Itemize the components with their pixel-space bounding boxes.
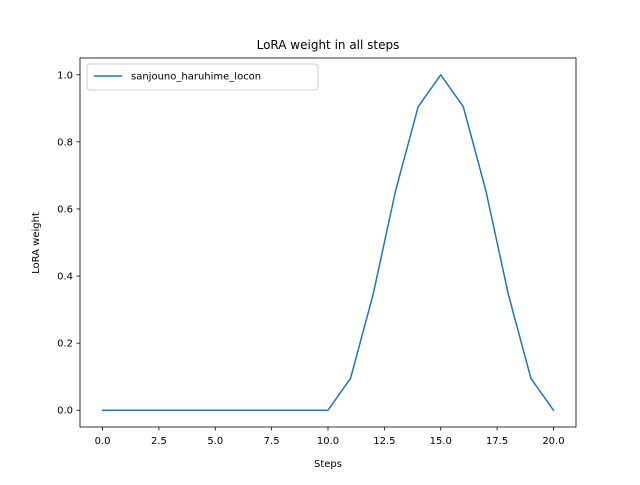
x-tick-label: 5.0 <box>207 436 223 447</box>
chart-title: LoRA weight in all steps <box>257 38 400 52</box>
series-line-0 <box>101 74 555 412</box>
x-tick-label: 10.0 <box>317 436 339 447</box>
x-tick-label: 17.5 <box>486 436 508 447</box>
legend-label: sanjouno_haruhime_locon <box>131 72 261 83</box>
x-tick-label: 0.0 <box>95 436 111 447</box>
plot-area <box>101 74 555 412</box>
x-tick-label: 7.5 <box>264 436 280 447</box>
x-tick-label: 20.0 <box>542 436 564 447</box>
y-tick-label: 0.8 <box>57 137 73 148</box>
x-tick-label: 2.5 <box>151 436 167 447</box>
y-axis: 0.0 0.2 0.4 0.6 0.8 1.0 <box>57 70 80 417</box>
y-tick-label: 0.0 <box>57 406 73 417</box>
y-tick-label: 1.0 <box>57 70 73 81</box>
y-tick-label: 0.4 <box>57 272 73 283</box>
y-axis-title: LoRA weight <box>31 212 42 274</box>
x-tick-label: 12.5 <box>373 436 395 447</box>
x-axis-title: Steps <box>314 459 342 470</box>
legend: sanjouno_haruhime_locon <box>86 63 319 91</box>
y-tick-label: 0.2 <box>57 339 73 350</box>
legend-box <box>86 63 319 91</box>
y-tick-label: 0.6 <box>57 204 73 215</box>
x-tick-label: 15.0 <box>430 436 452 447</box>
x-axis: 0.0 2.5 5.0 7.5 10.0 12.5 15.0 17.5 20.0 <box>95 427 565 447</box>
